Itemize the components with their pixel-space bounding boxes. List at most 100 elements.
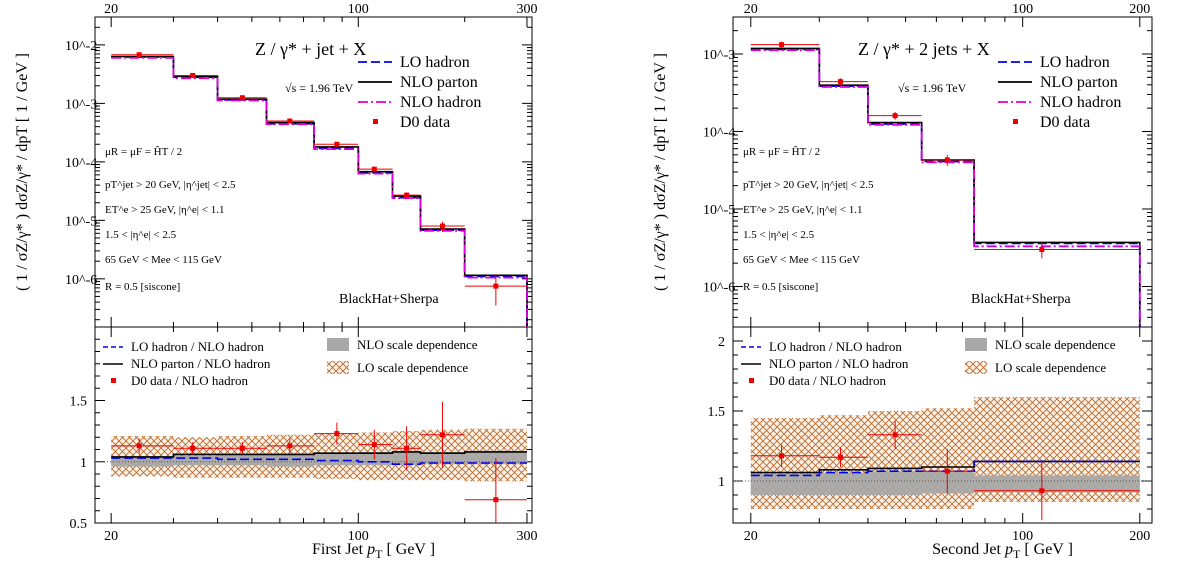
x-axis-label: Second Jet pT [ GeV ] <box>932 541 1073 561</box>
cut-label: R = 0.5 [siscone] <box>743 281 818 293</box>
data-point <box>779 42 785 48</box>
ratio-data-point <box>439 432 445 438</box>
x-tick-label-top: 20 <box>104 2 118 17</box>
ratio-data-point <box>136 443 142 449</box>
ratio-legend-swatch <box>327 338 349 351</box>
data-point <box>1039 247 1045 252</box>
panel-left: 20 20 100 100 300 300 10^-2 10^-3 10^-4 10^-5 10^-… <box>14 2 537 561</box>
y-tick-label: 10^-5 <box>65 214 97 229</box>
ratio-legend-label: NLO scale dependence <box>357 337 478 352</box>
y-tick-label: 10^-2 <box>65 39 97 54</box>
data-point <box>190 72 196 78</box>
cut-label: μR = μF = ĤT / 2 <box>105 146 182 158</box>
ratio-legend-swatch <box>965 338 987 351</box>
ratio-y-tick-label: 2 <box>718 335 725 350</box>
cut-label: R = 0.5 [siscone] <box>105 281 180 293</box>
panel-right: 20 20 100 100 200 200 10^-3 10^-4 10^-5 10^-6 1 1.5… <box>652 2 1153 561</box>
ratio-legend-swatch <box>965 361 987 374</box>
ratio-data-point <box>493 497 499 503</box>
data-point <box>239 95 245 101</box>
x-tick-label-bottom: 200 <box>1129 529 1150 544</box>
series-nlo-parton <box>111 55 528 327</box>
ratio-y-tick-label: 0.5 <box>70 517 88 532</box>
y-axis-label: ( 1 / σZ/γ* ) dσZ/γ* / dpT [ 1 / GeV ] <box>652 53 669 291</box>
x-tick-label-top: 20 <box>744 2 758 17</box>
data-point <box>334 141 340 147</box>
energy-label: √s = 1.96 TeV <box>898 81 967 95</box>
ratio-legend-label: LO hadron / NLO hadron <box>769 339 902 354</box>
energy-label: √s = 1.96 TeV <box>285 81 354 95</box>
ratio-legend-label: LO scale dependence <box>995 360 1106 375</box>
legend-label: LO hadron <box>1040 54 1110 71</box>
ratio-legend-label: LO hadron / NLO hadron <box>131 339 264 354</box>
y-tick-label: 10^-5 <box>703 203 735 218</box>
x-axis-label: First Jet pT [ GeV ] <box>312 541 435 561</box>
ratio-data-point <box>1039 488 1045 494</box>
y-tick-label: 10^-6 <box>703 280 735 295</box>
cut-label: μR = μF = ĤT / 2 <box>743 146 820 158</box>
legend-label: D0 data <box>400 114 450 131</box>
cut-label: pT^jet > 20 GeV, |η^jet| < 2.5 <box>105 179 236 191</box>
x-tick-label-bottom: 20 <box>104 529 118 544</box>
data-point <box>892 113 898 119</box>
generator-label: BlackHat+Sherpa <box>339 292 439 307</box>
y-tick-label: 10^-3 <box>703 48 735 63</box>
legend-label: LO hadron <box>400 54 470 71</box>
ratio-legend-label: D0 data / NLO hadron <box>769 373 886 388</box>
cut-label: pT^jet > 20 GeV, |η^jet| < 2.5 <box>743 179 874 191</box>
legend-label: D0 data <box>1040 114 1090 131</box>
x-tick-label-bottom: 20 <box>744 529 758 544</box>
data-point <box>404 192 410 198</box>
ratio-data-point <box>239 445 245 451</box>
x-tick-label-bottom: 100 <box>348 529 369 544</box>
y-tick-label: 10^-3 <box>65 97 97 112</box>
ratio-y-tick-label: 1 <box>80 456 87 471</box>
x-tick-label-top: 300 <box>516 2 537 17</box>
nlo-parton-ratio-line <box>111 451 527 458</box>
x-tick-label-top: 100 <box>348 2 369 17</box>
ratio-data-point <box>892 432 898 438</box>
lo-hadron-ratio-line <box>111 457 527 465</box>
series-nlo-hadron <box>111 57 528 327</box>
ratio-legend-swatch <box>111 378 116 383</box>
data-point <box>439 223 445 229</box>
ratio-data-point <box>779 453 785 459</box>
ratio-y-tick-label: 1.5 <box>708 405 726 420</box>
ratio-data-point <box>837 454 843 460</box>
ratio-data-point <box>404 445 410 451</box>
lo-hadron-ratio-line <box>750 460 1140 477</box>
x-tick-label-top: 200 <box>1129 2 1150 17</box>
ratio-legend-swatch <box>327 361 349 374</box>
data-point <box>944 157 950 163</box>
ratio-legend-label: LO scale dependence <box>357 360 468 375</box>
data-point <box>371 166 377 172</box>
data-point <box>136 52 142 58</box>
y-axis-label: ( 1 / σZ/γ* ) dσZ/γ* / dpT [ 1 / GeV ] <box>14 53 31 291</box>
legend-label: NLO hadron <box>1040 94 1121 111</box>
ratio-data-point <box>371 442 377 448</box>
data-point <box>287 118 293 124</box>
cut-label: ET^e > 25 GeV, |η^e| < 1.1 <box>105 204 224 216</box>
legend-label: NLO hadron <box>400 94 481 111</box>
ratio-data-point <box>944 468 950 474</box>
ratio-legend-swatch <box>749 378 754 383</box>
legend-swatch-data <box>1013 119 1018 124</box>
x-tick-label-top: 100 <box>1012 2 1033 17</box>
ratio-legend-label: D0 data / NLO hadron <box>131 373 248 388</box>
legend-swatch-data <box>373 119 378 124</box>
legend-label: NLO parton <box>400 74 478 91</box>
ratio-legend-label: NLO parton / NLO hadron <box>769 356 909 371</box>
x-tick-label-bottom: 300 <box>516 529 537 544</box>
ratio-legend-label: NLO scale dependence <box>995 337 1116 352</box>
y-tick-label: 10^-4 <box>65 156 97 171</box>
cut-label: 65 GeV < Mee < 115 GeV <box>105 254 222 266</box>
plot-title: Z / γ* + 2 jets + X <box>858 39 990 59</box>
data-point <box>493 283 499 289</box>
cut-label: 1.5 < |η^e| < 2.5 <box>105 229 177 241</box>
ratio-y-tick-label: 1.5 <box>70 395 88 410</box>
data-point <box>837 79 843 85</box>
x-tick-label-bottom: 100 <box>1012 529 1033 544</box>
legend-label: NLO parton <box>1040 74 1118 91</box>
ratio-data-point <box>334 431 340 437</box>
y-tick-label: 10^-6 <box>65 273 97 288</box>
